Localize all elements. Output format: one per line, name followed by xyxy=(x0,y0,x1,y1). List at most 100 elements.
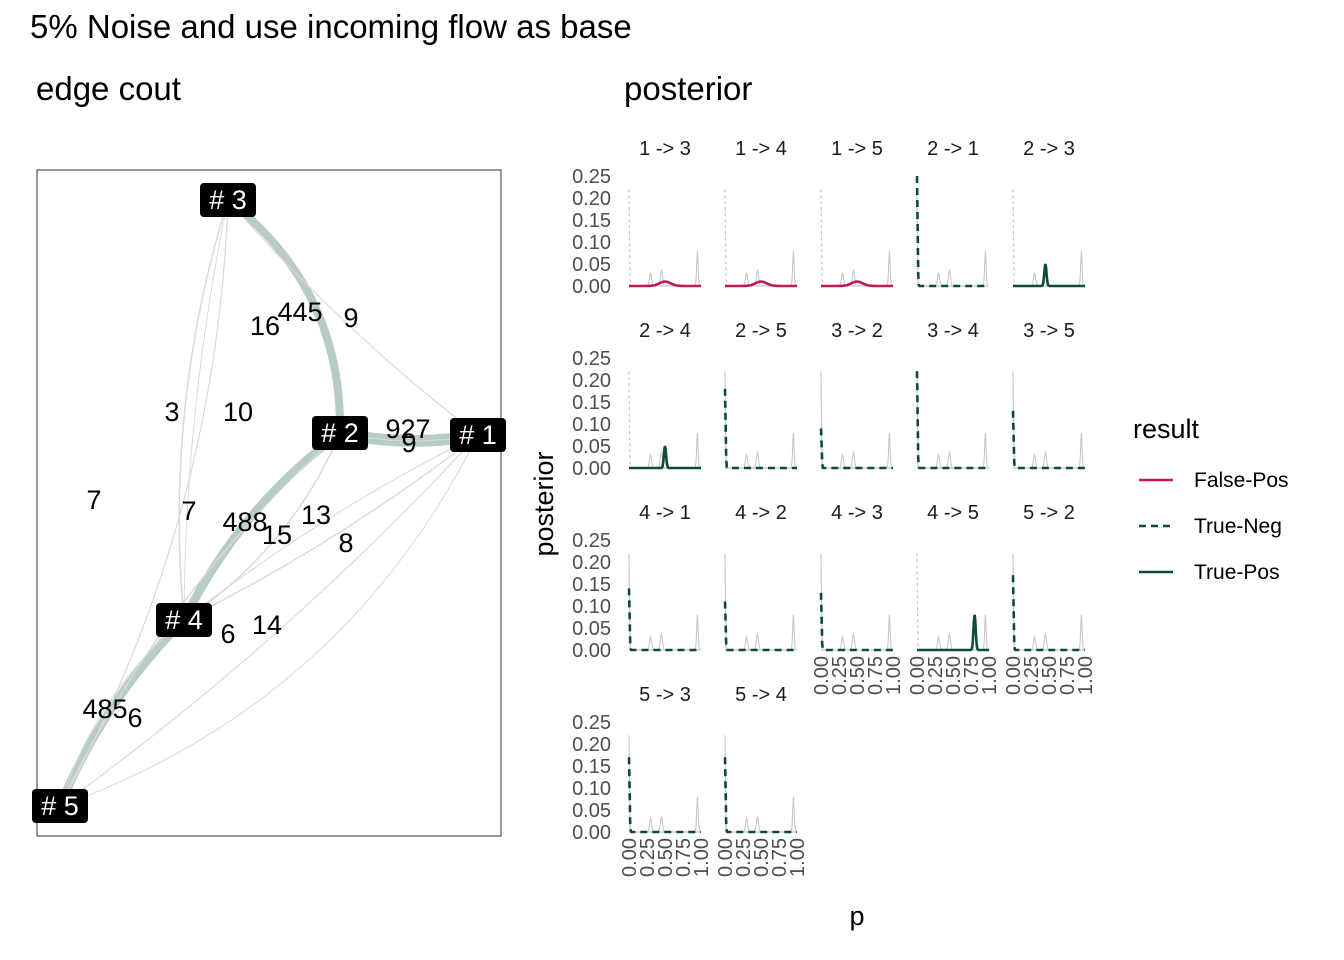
x-tick-label: 1.00 xyxy=(883,656,905,695)
x-tick-label: 0.50 xyxy=(655,838,677,877)
facet-panel: 2 -> 5 xyxy=(723,320,798,470)
reference-density xyxy=(917,614,990,651)
edge-count-label: 485 xyxy=(82,694,127,724)
node-box xyxy=(200,183,256,217)
posterior-density-line xyxy=(723,757,797,834)
y-tick-label: 0.25 xyxy=(572,712,611,734)
reference-density xyxy=(629,816,701,833)
edge-count-label: 6 xyxy=(127,703,142,733)
x-tick-label: 0.25 xyxy=(733,838,755,877)
x-tick-label: 0.00 xyxy=(1003,656,1025,695)
reference-density xyxy=(821,452,893,469)
network-edge xyxy=(59,434,479,807)
posterior-panel-title: posterior xyxy=(624,70,753,107)
x-tick-label: 0.00 xyxy=(715,838,737,877)
network-edge xyxy=(178,199,229,621)
x-tick-label: 0.50 xyxy=(1039,656,1061,695)
reference-density xyxy=(725,814,797,833)
y-tick-label: 0.00 xyxy=(572,640,611,662)
network-edge xyxy=(225,196,345,434)
x-tick-label: 1.00 xyxy=(691,838,713,877)
facet-panel: 2 -> 4 xyxy=(628,320,702,470)
reference-density xyxy=(725,432,798,469)
reference-density xyxy=(821,432,894,469)
reference-density xyxy=(916,553,989,651)
edge-count-label: 445 xyxy=(277,297,322,327)
network-edge xyxy=(183,199,229,621)
y-tick-label: 0.20 xyxy=(572,188,611,210)
reference-density xyxy=(725,816,797,833)
x-tick-label: 0.75 xyxy=(673,838,695,877)
y-tick-label: 0.10 xyxy=(572,414,611,436)
edge-count-label: 6 xyxy=(220,619,235,649)
facet-strip-label: 4 -> 5 xyxy=(927,502,979,524)
y-tick-label: 0.10 xyxy=(572,778,611,800)
reference-density xyxy=(821,614,894,651)
posterior-density-line xyxy=(915,175,989,288)
facet-panel: 1 -> 3 xyxy=(628,138,702,288)
x-tick-label: 1.00 xyxy=(787,838,809,877)
legend: result False-Pos True-Neg True-Pos xyxy=(1133,414,1289,584)
edge-count-label: 927 xyxy=(385,414,430,444)
node-label: # 1 xyxy=(459,420,497,450)
facet-panel: 2 -> 3 xyxy=(1012,138,1086,288)
x-tick-label: 0.25 xyxy=(829,656,851,695)
y-axis-title: posterior xyxy=(529,451,559,556)
facet-panel: 2 -> 1 xyxy=(915,138,990,288)
x-tick-label: 0.00 xyxy=(907,656,929,695)
node-box xyxy=(450,418,506,452)
y-axis-ticks: 0.000.050.100.150.200.250.000.050.100.15… xyxy=(572,166,611,844)
node-box xyxy=(32,789,88,823)
y-tick-label: 0.25 xyxy=(572,530,611,552)
network-edge xyxy=(59,199,229,807)
reference-density xyxy=(1013,250,1086,287)
y-tick-label: 0.20 xyxy=(572,734,611,756)
posterior-density-line xyxy=(819,428,893,470)
reference-density xyxy=(725,452,797,469)
edge-labels: 445 927 488 485 16 9 3 10 9 7 7 15 138 6 14 6 xyxy=(82,297,430,733)
posterior-density-line xyxy=(723,601,797,652)
facet-strip-label: 3 -> 2 xyxy=(831,320,883,342)
y-tick-label: 0.10 xyxy=(572,232,611,254)
posterior-density-line xyxy=(627,588,701,652)
facet-panels: 1 -> 3 1 -> 4 1 -> 5 2 -> 1 2 -> 3 2 -> 4 2 ->… xyxy=(627,138,1086,834)
facet-panel: 3 -> 5 xyxy=(1011,320,1086,470)
reference-density xyxy=(917,268,989,287)
reference-density xyxy=(628,553,701,651)
reference-density xyxy=(724,189,797,287)
reference-density xyxy=(917,452,989,469)
y-tick-label: 0.20 xyxy=(572,552,611,574)
y-tick-label: 0.20 xyxy=(572,370,611,392)
posterior-density-line xyxy=(627,757,701,834)
facet-strip-label: 3 -> 5 xyxy=(1023,320,1075,342)
x-tick-label: 1.00 xyxy=(1075,656,1097,695)
facet-strip-label: 2 -> 1 xyxy=(927,138,979,160)
posterior-density-line xyxy=(915,371,989,470)
network-panel-title: edge cout xyxy=(36,70,181,107)
facet-panel: 1 -> 4 xyxy=(724,138,798,288)
network-edge xyxy=(227,199,479,436)
facet-strip-label: 2 -> 3 xyxy=(1023,138,1075,160)
y-tick-label: 0.10 xyxy=(572,596,611,618)
legend-label: False-Pos xyxy=(1194,469,1289,492)
edge-count-label: 16 xyxy=(250,311,280,341)
x-tick-label: 0.25 xyxy=(925,656,947,695)
posterior-density-line xyxy=(1013,263,1085,288)
x-tick-label: 0.00 xyxy=(619,838,641,877)
y-tick-label: 0.15 xyxy=(572,756,611,778)
reference-density xyxy=(917,450,989,469)
reference-density xyxy=(1013,452,1085,469)
facet-panel: 4 -> 2 xyxy=(723,502,798,652)
y-tick-label: 0.05 xyxy=(572,254,611,276)
reference-density xyxy=(629,270,701,287)
y-tick-label: 0.15 xyxy=(572,574,611,596)
posterior-density-line xyxy=(1011,410,1085,470)
x-tick-label: 0.50 xyxy=(751,838,773,877)
x-tick-label: 0.25 xyxy=(1021,656,1043,695)
facet-panel: 3 -> 4 xyxy=(915,320,990,470)
y-tick-label: 0.05 xyxy=(572,800,611,822)
node-label: # 4 xyxy=(165,605,203,635)
reference-density xyxy=(821,632,893,651)
posterior-density-line xyxy=(1011,575,1085,652)
